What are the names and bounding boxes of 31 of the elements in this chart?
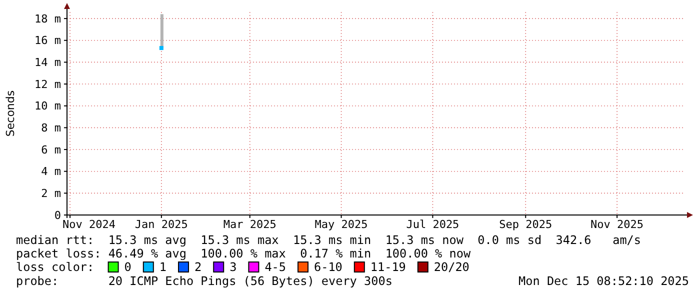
text: packet loss: 46.49 % avg 100.00 % max 0.17 % min 100.00 % now	[16, 246, 472, 260]
legend-label: 2	[194, 260, 202, 274]
y-tick-label: 12 m	[34, 78, 62, 91]
y-tick-label: 6 m	[41, 143, 62, 156]
legend-label: 4-5	[264, 260, 286, 274]
y-tick-label: 2 m	[41, 187, 62, 200]
x-tick-label: Jul 2025	[406, 218, 460, 231]
text: Mon Dec 15 08:52:10 2025	[518, 274, 689, 288]
legend-label: 1	[159, 260, 167, 274]
legend-label: 3	[230, 260, 237, 274]
legend-label: 0	[124, 260, 132, 274]
legend-title: loss color:	[16, 260, 94, 274]
y-tick-label: 16 m	[34, 34, 62, 48]
text: median rtt: 15.3 ms avg 15.3 ms max 15.3 ms min 15.3 ms now 0.0 ms sd 342.6 am/s	[16, 233, 642, 247]
x-tick-label: Sep 2025	[499, 218, 552, 231]
legend-label: 20/20	[434, 260, 470, 274]
x-tick-label: Nov 2024	[62, 218, 116, 231]
y-tick-label: 8 m	[41, 122, 62, 135]
legend-label: 6-10	[314, 260, 342, 274]
y-tick-label: 0	[54, 208, 61, 222]
y-tick-label: 4 m	[41, 165, 62, 178]
legend-label: 11-19	[370, 260, 406, 274]
x-tick-label: Mar 2025	[223, 218, 276, 231]
y-axis-title: Seconds	[4, 90, 17, 137]
y-tick-label: 10 m	[34, 100, 62, 113]
x-tick-label: Jan 2025	[134, 218, 188, 231]
y-tick-label: 14 m	[34, 56, 62, 70]
x-tick-label: May 2025	[314, 218, 368, 231]
text: probe: 20 ICMP Echo Pings (56 Bytes) every 300s	[16, 274, 392, 288]
y-tick-label: 18 m	[34, 12, 62, 26]
x-tick-label: Nov 2025	[590, 218, 644, 231]
